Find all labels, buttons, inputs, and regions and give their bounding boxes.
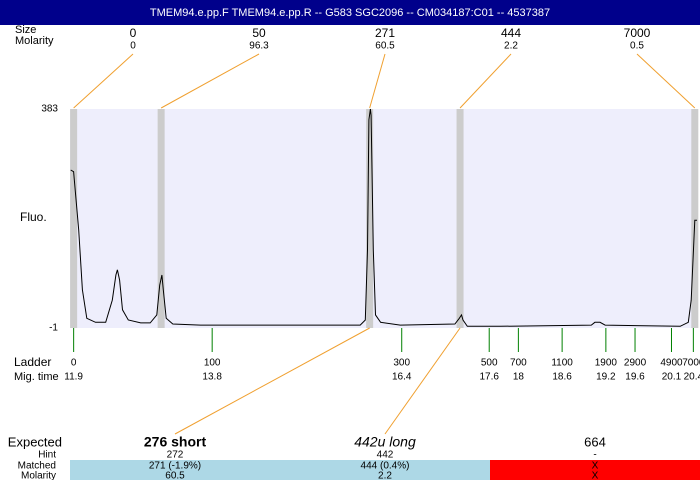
molarity: 60.5 [165,471,185,480]
ladder-size: 1900 [595,358,618,369]
ladder-time: 18 [513,372,525,383]
alignment-size: 7000 [624,26,651,40]
ladder-size: 700 [510,358,527,369]
ladder-size: 2900 [624,358,647,369]
alignment-molarity: 60.5 [375,41,395,52]
marker-band [456,109,464,328]
ladder-size: 7000 [682,358,700,369]
match-link [384,327,461,435]
result-band [280,460,490,480]
ladder-time: 20.4 [684,372,700,383]
alignment-molarity: 96.3 [249,41,269,52]
alignment-size: 271 [375,26,395,40]
hint: 442 [377,450,394,461]
ladder-time: 18.6 [552,372,572,383]
expected-label: Expected [8,434,62,449]
title: TMEM94.e.pp.F TMEM94.e.pp.R -- G583 SGC2… [150,7,550,19]
ladder-time: 11.9 [64,372,83,383]
y-tick-label: 383 [41,104,58,115]
molarity: X [592,471,599,480]
alignment-link [369,53,386,109]
ladder-time: 13.8 [202,372,222,383]
fluo-label: Fluo. [20,210,47,224]
ladder-time: 16.4 [392,372,412,383]
marker-band [157,109,165,328]
matched: 271 (-1.9%) [149,461,201,472]
hint: 272 [167,450,184,461]
size-label: Size [15,24,36,36]
y-tick-label: -1 [49,323,58,334]
ladder-size: 300 [393,358,410,369]
matched: X [592,461,599,472]
alignment-size: 444 [501,26,521,40]
molarity-label: Molarity [15,35,54,47]
result-band [70,460,280,480]
ladder-time: 19.2 [596,372,616,383]
ladder-size: 100 [204,358,221,369]
ladder-size: 0 [71,358,77,369]
expected-size: 664 [584,434,606,449]
alignment-link [160,53,260,109]
molarity-row-label: Molarity [21,471,56,480]
alignment-size: 50 [252,26,266,40]
title-bar [0,0,700,25]
alignment-link [73,53,134,109]
trace-line [70,108,697,327]
ladder-time: 20.1 [662,372,682,383]
alignment-link [636,53,696,109]
molarity: 2.2 [378,471,392,480]
result-band [490,460,700,480]
hint: - [593,450,596,461]
marker-band [70,109,78,328]
matched-label: Matched [18,461,56,472]
matched: 444 (0.4%) [361,461,410,472]
ladder-size: 1100 [551,358,573,369]
marker-band [366,109,374,328]
expected-size: 442u long [354,434,416,450]
expected-size: 276 short [144,434,207,450]
match-link [174,327,370,435]
plot-area [70,109,697,328]
hint-label: Hint [38,450,56,461]
ladder-size: 4900 [660,358,683,369]
ladder-time: 17.6 [479,372,499,383]
alignment-molarity: 2.2 [504,41,518,52]
ladder-time: 19.6 [625,372,645,383]
marker-band [691,109,699,328]
alignment-molarity: 0.5 [630,41,644,52]
mig-time-label: Mig. time [14,371,59,383]
ladder-size: 500 [481,358,498,369]
alignment-link [459,53,512,109]
alignment-molarity: 0 [130,41,136,52]
alignment-size: 0 [130,26,137,40]
ladder-label: Ladder [14,355,51,369]
